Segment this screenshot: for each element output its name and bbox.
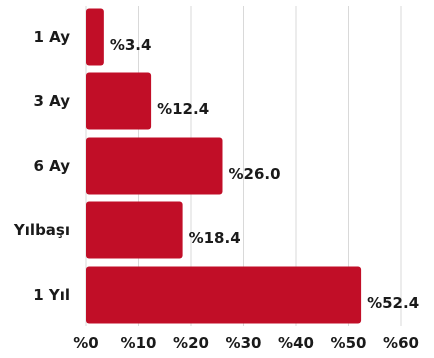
value-labels: %3.4 %12.4 %26.0 %18.4 %52.4 bbox=[110, 36, 419, 312]
category-label: 3 Ay bbox=[33, 92, 70, 110]
bar bbox=[86, 72, 152, 130]
bars bbox=[86, 8, 362, 324]
category-labels: 1 Ay 3 Ay 6 Ay Yılbaşı 1 Yıl bbox=[13, 28, 70, 304]
bar bbox=[86, 8, 104, 66]
x-axis-tick-labels: %0 %10 %20 %30 %40 %50 %60 bbox=[73, 334, 419, 352]
x-tick-label: %40 bbox=[278, 334, 314, 352]
x-tick-label: %10 bbox=[121, 334, 157, 352]
x-tick-label: %0 bbox=[73, 334, 98, 352]
x-tick-label: %50 bbox=[331, 334, 367, 352]
x-tick-label: %20 bbox=[173, 334, 209, 352]
value-label: %12.4 bbox=[157, 100, 209, 118]
x-tick-label: %60 bbox=[383, 334, 419, 352]
x-tick-label: %30 bbox=[226, 334, 262, 352]
value-label: %26.0 bbox=[229, 165, 281, 183]
category-label: 1 Ay bbox=[33, 28, 70, 46]
bar bbox=[86, 266, 362, 324]
bar bbox=[86, 201, 183, 259]
bar bbox=[86, 137, 223, 195]
category-label: Yılbaşı bbox=[13, 221, 70, 239]
category-label: 1 Yıl bbox=[33, 286, 70, 304]
value-label: %52.4 bbox=[367, 294, 419, 312]
value-label: %18.4 bbox=[189, 229, 241, 247]
category-label: 6 Ay bbox=[33, 157, 70, 175]
value-label: %3.4 bbox=[110, 36, 152, 54]
